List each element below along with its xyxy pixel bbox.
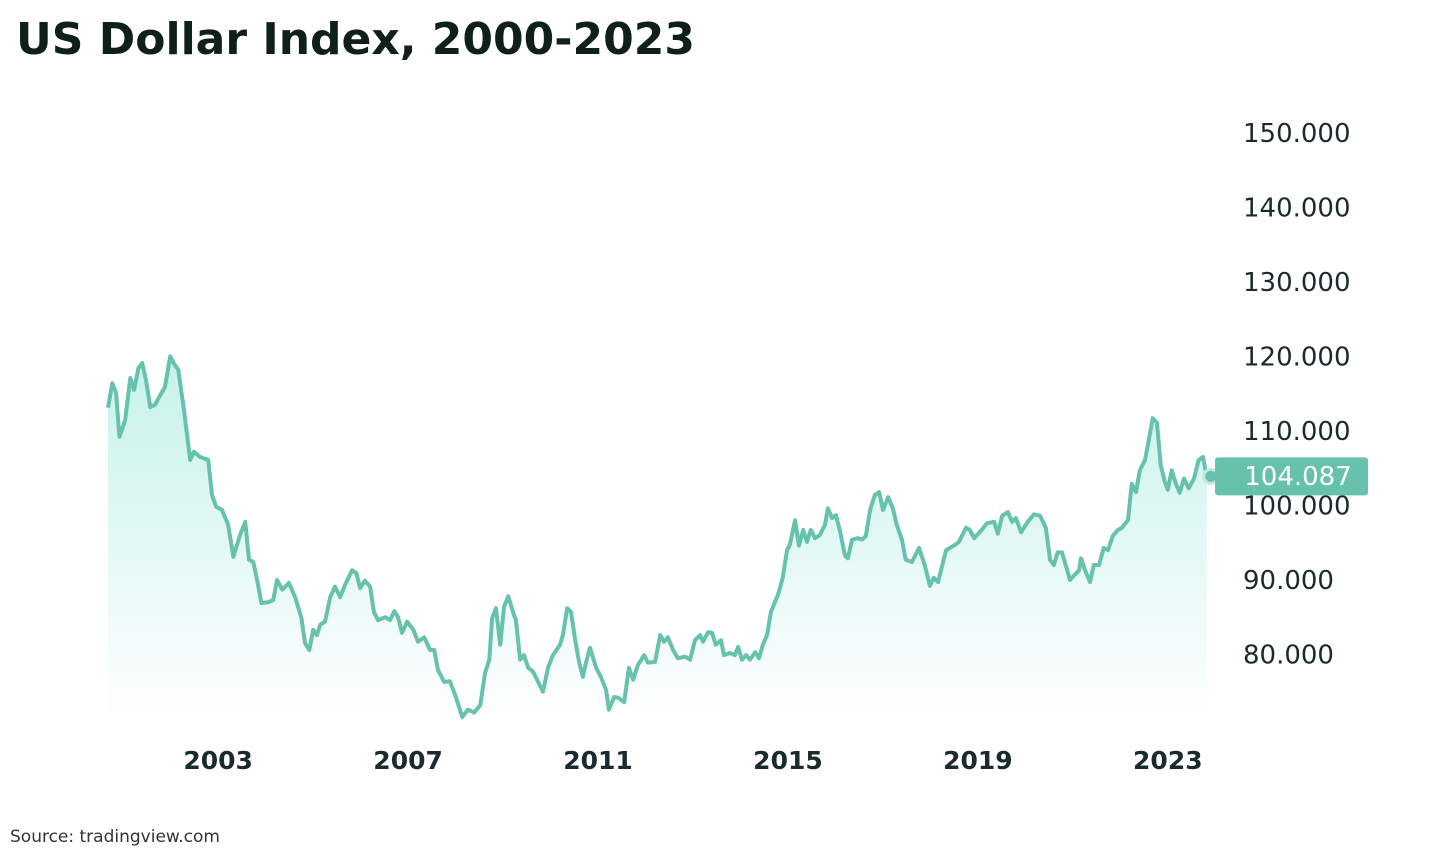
x-tick-label: 2015 xyxy=(753,746,823,775)
x-tick-label: 2007 xyxy=(373,746,443,775)
y-tick-label: 90.000 xyxy=(1243,566,1334,596)
x-tick-label: 2003 xyxy=(183,746,253,775)
chart-title: US Dollar Index, 2000-2023 xyxy=(16,14,695,65)
last-value-tag xyxy=(1215,457,1368,496)
source: Source: tradingview.com xyxy=(10,827,220,847)
y-tick-label: 110.000 xyxy=(1243,417,1351,447)
y-tick-label: 120.000 xyxy=(1243,342,1351,372)
y-tick-label: 130.000 xyxy=(1243,268,1351,298)
last-value-label: 104.087 xyxy=(1244,462,1352,492)
x-tick-label: 2019 xyxy=(943,746,1013,775)
y-tick-label: 150.000 xyxy=(1243,119,1351,149)
area xyxy=(108,356,1207,723)
x-tick-label: 2011 xyxy=(563,746,633,775)
y-tick-label: 100.000 xyxy=(1243,491,1351,521)
y-tick-label: 140.000 xyxy=(1243,193,1351,223)
line xyxy=(106,354,1209,720)
x-tick-label: 2023 xyxy=(1133,746,1203,775)
y-tick-label: 80.000 xyxy=(1243,640,1334,670)
